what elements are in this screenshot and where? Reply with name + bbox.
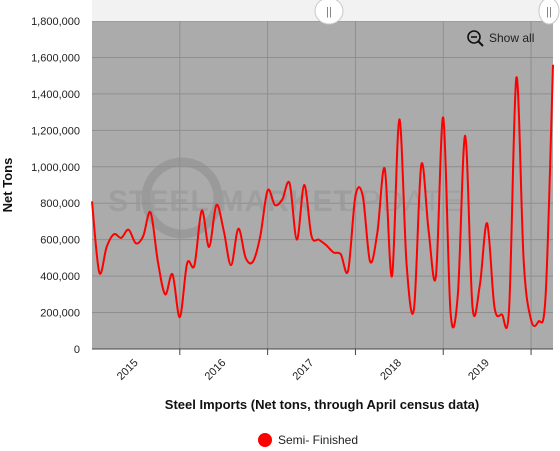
- legend-marker: [258, 433, 272, 447]
- y-tick-label: 1,000,000: [31, 162, 80, 174]
- navigator-handle-left-grip: ||: [326, 6, 332, 18]
- series-layer: [91, 64, 554, 329]
- y-tick-label: 1,800,000: [31, 16, 80, 28]
- show-all-button[interactable]: Show all: [462, 28, 542, 48]
- y-axis-ticks: 0 200,000 400,000 600,000 800,000 1,000,000 1,…: [31, 16, 80, 356]
- navigator-handle-right[interactable]: ||: [538, 0, 560, 25]
- x-tick-label: 2017: [291, 357, 317, 383]
- x-tick-label: 2016: [203, 357, 229, 383]
- x-tick-label: 2015: [115, 357, 141, 383]
- y-tick-label: 400,000: [40, 271, 80, 283]
- show-all-label: Show all: [489, 31, 534, 45]
- y-tick-label: 1,600,000: [31, 52, 80, 64]
- y-tick-label: 1,200,000: [31, 125, 80, 137]
- y-tick-label: 200,000: [40, 308, 80, 320]
- y-tick-label: 600,000: [40, 235, 80, 247]
- x-axis-ticks: 2015 2016 2017 2018 2019: [115, 349, 532, 383]
- series-line-semi-finished[interactable]: [91, 64, 554, 329]
- x-tick-label: 2018: [378, 357, 404, 383]
- navigator-handle-left[interactable]: ||: [314, 0, 344, 25]
- watermark-text-light: UPDATE: [338, 185, 463, 218]
- x-tick-label: 2019: [466, 357, 492, 383]
- navigator-handle-right-grip: ||: [546, 6, 552, 18]
- x-axis-title: Steel Imports (Net tons, through April c…: [165, 397, 479, 412]
- watermark-text-bold: STEEL MARKET: [108, 185, 353, 218]
- zoom-out-icon: [467, 30, 484, 47]
- legend-item-semi-finished[interactable]: Semi- Finished: [258, 433, 358, 447]
- watermark: STEEL MARKET UPDATE: [108, 157, 463, 239]
- watermark-logo-icon: [141, 157, 223, 239]
- y-tick-label: 0: [74, 344, 80, 356]
- plot-area: [92, 21, 553, 349]
- y-axis-title: Net Tons: [0, 158, 15, 213]
- y-tick-label: 1,400,000: [31, 89, 80, 101]
- legend-label: Semi- Finished: [278, 433, 358, 447]
- y-tick-label: 800,000: [40, 198, 80, 210]
